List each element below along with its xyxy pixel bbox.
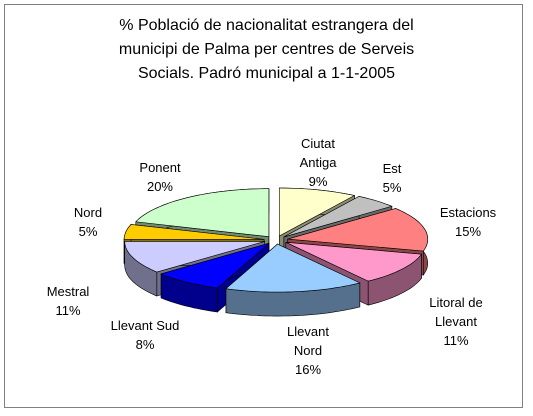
slice-value: 9% — [308, 174, 328, 189]
slice-label: Llevant Sud 8% — [111, 316, 180, 354]
slice-value: 5% — [382, 180, 402, 195]
slice-face — [124, 241, 265, 273]
slice-face — [283, 196, 393, 238]
slice-value: 16% — [294, 362, 322, 377]
title-line: % Població de nacionalitat estrangera de… — [119, 17, 414, 34]
slice-name: Ciutat Antiga — [299, 136, 337, 170]
slice-value: 20% — [146, 179, 174, 194]
slice-name: Nord — [73, 205, 103, 220]
slice-label: Ponent 20% — [139, 158, 180, 196]
slice-value: 5% — [78, 224, 98, 239]
chart-frame — [4, 4, 523, 408]
slice-name: Estacions — [439, 205, 497, 220]
slice-label: Litoral de Llevant 11% — [416, 293, 496, 350]
slice-name: Llevant Sud — [110, 318, 180, 333]
slice-face — [160, 243, 270, 289]
slice-face — [287, 208, 429, 252]
slice-name: Litoral de Llevant — [429, 295, 483, 329]
slice-face — [225, 243, 361, 293]
slice-value: 11% — [55, 303, 81, 318]
pie-slice — [225, 243, 361, 317]
slice-label: Mestral 11% — [47, 282, 90, 320]
slice-label: Ciutat Antiga 9% — [293, 134, 343, 191]
slice-value: 8% — [135, 337, 155, 352]
slice-label: Nord 5% — [74, 203, 102, 241]
slice-face — [123, 224, 265, 240]
slice-value: 15% — [454, 224, 482, 239]
slice-name: Mestral — [46, 284, 90, 299]
slice-label: Est 5% — [383, 159, 402, 197]
slice-name: Ponent — [139, 160, 181, 175]
slice-face — [135, 188, 270, 238]
slice-name: Llevant Nord — [287, 324, 329, 358]
slice-value: 11% — [443, 333, 469, 348]
slice-face — [278, 187, 356, 237]
slice-label: Estacions 15% — [440, 203, 496, 241]
chart-title: % Població de nacionalitat estrangera de… — [0, 14, 533, 86]
title-line: Socials. Padró municipal a 1-1-2005 — [137, 65, 396, 82]
title-line: municipi de Palma per centres de Serveis — [118, 41, 415, 58]
slice-label: Llevant Nord 16% — [283, 322, 333, 379]
slice-face — [285, 242, 423, 282]
slice-name: Est — [382, 161, 402, 176]
